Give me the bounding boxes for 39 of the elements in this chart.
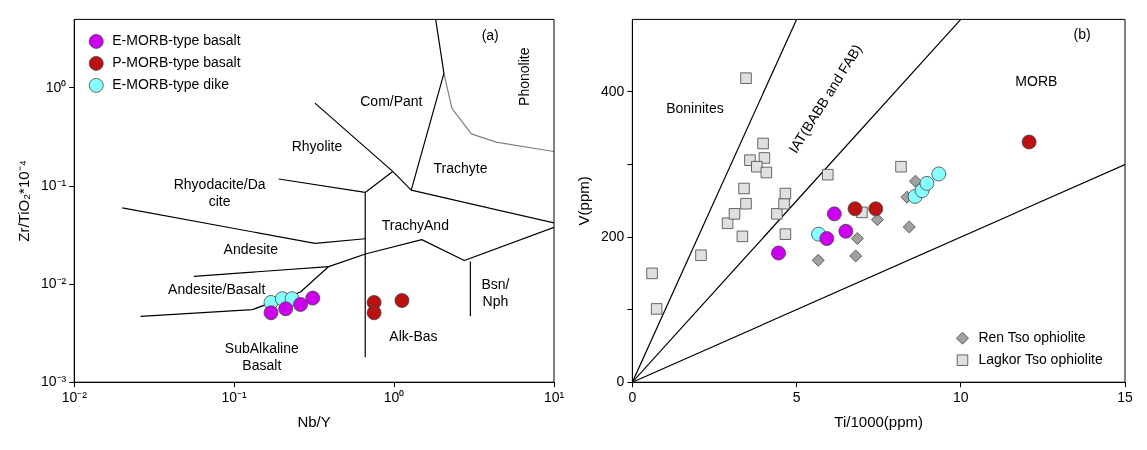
- annotation: Trachyte: [433, 159, 488, 176]
- annotation: SubAlkaline Basalt: [224, 339, 300, 373]
- legend-label: P-MORB-type basalt: [112, 54, 241, 71]
- y-tick-label: 10⁻²: [41, 274, 67, 291]
- annotation: (b): [1073, 26, 1091, 43]
- annotation: Andesite/Basalt: [168, 281, 266, 298]
- x-tick-label: 10⁻²: [61, 389, 88, 406]
- annotation: Bsn/ Nph: [481, 276, 510, 310]
- legend-label: Lagkor Tso ophiolite: [978, 351, 1103, 368]
- annotation: Com/Pant: [360, 93, 423, 110]
- x-tick-label: 15: [1117, 389, 1133, 406]
- annotation: Alk-Bas: [389, 327, 438, 344]
- y-tick-label: 400: [601, 82, 625, 99]
- y-axis-title: Zr/TiO₂*10⁻⁴: [15, 159, 33, 242]
- annotation: (a): [481, 26, 499, 43]
- y-tick-label: 0: [616, 373, 625, 390]
- legend-label: Ren Tso ophiolite: [978, 329, 1086, 346]
- annotation: MORB: [1015, 72, 1058, 89]
- x-tick-label: 0: [628, 389, 637, 406]
- x-tick-label: 10¹: [543, 389, 565, 406]
- annotation: Phonolite: [516, 47, 533, 106]
- legend-label: E-MORB-type dike: [112, 76, 230, 93]
- y-axis-title: V(ppm): [575, 176, 593, 226]
- y-tick-label: 10⁰: [45, 78, 67, 95]
- x-axis-title: Nb/Y: [297, 413, 331, 431]
- x-tick-label: 10: [953, 389, 969, 406]
- x-axis-title: Ti/1000(ppm): [834, 413, 924, 431]
- x-tick-label: 10⁻¹: [221, 389, 248, 406]
- annotation: Boninites: [666, 100, 724, 117]
- x-tick-label: 10⁰: [383, 389, 405, 406]
- annotation: Rhyolite: [291, 137, 343, 154]
- annotation: Rhyodacite/Da cite: [173, 176, 266, 210]
- y-tick-label: 10⁻³: [41, 373, 67, 390]
- annotation: TrachyAnd: [381, 217, 449, 234]
- y-tick-label: 200: [601, 227, 625, 244]
- y-tick-label: 10⁻¹: [41, 176, 67, 193]
- x-tick-label: 5: [792, 389, 801, 406]
- annotation: Andesite: [223, 241, 279, 258]
- legend-label: E-MORB-type basalt: [112, 32, 241, 49]
